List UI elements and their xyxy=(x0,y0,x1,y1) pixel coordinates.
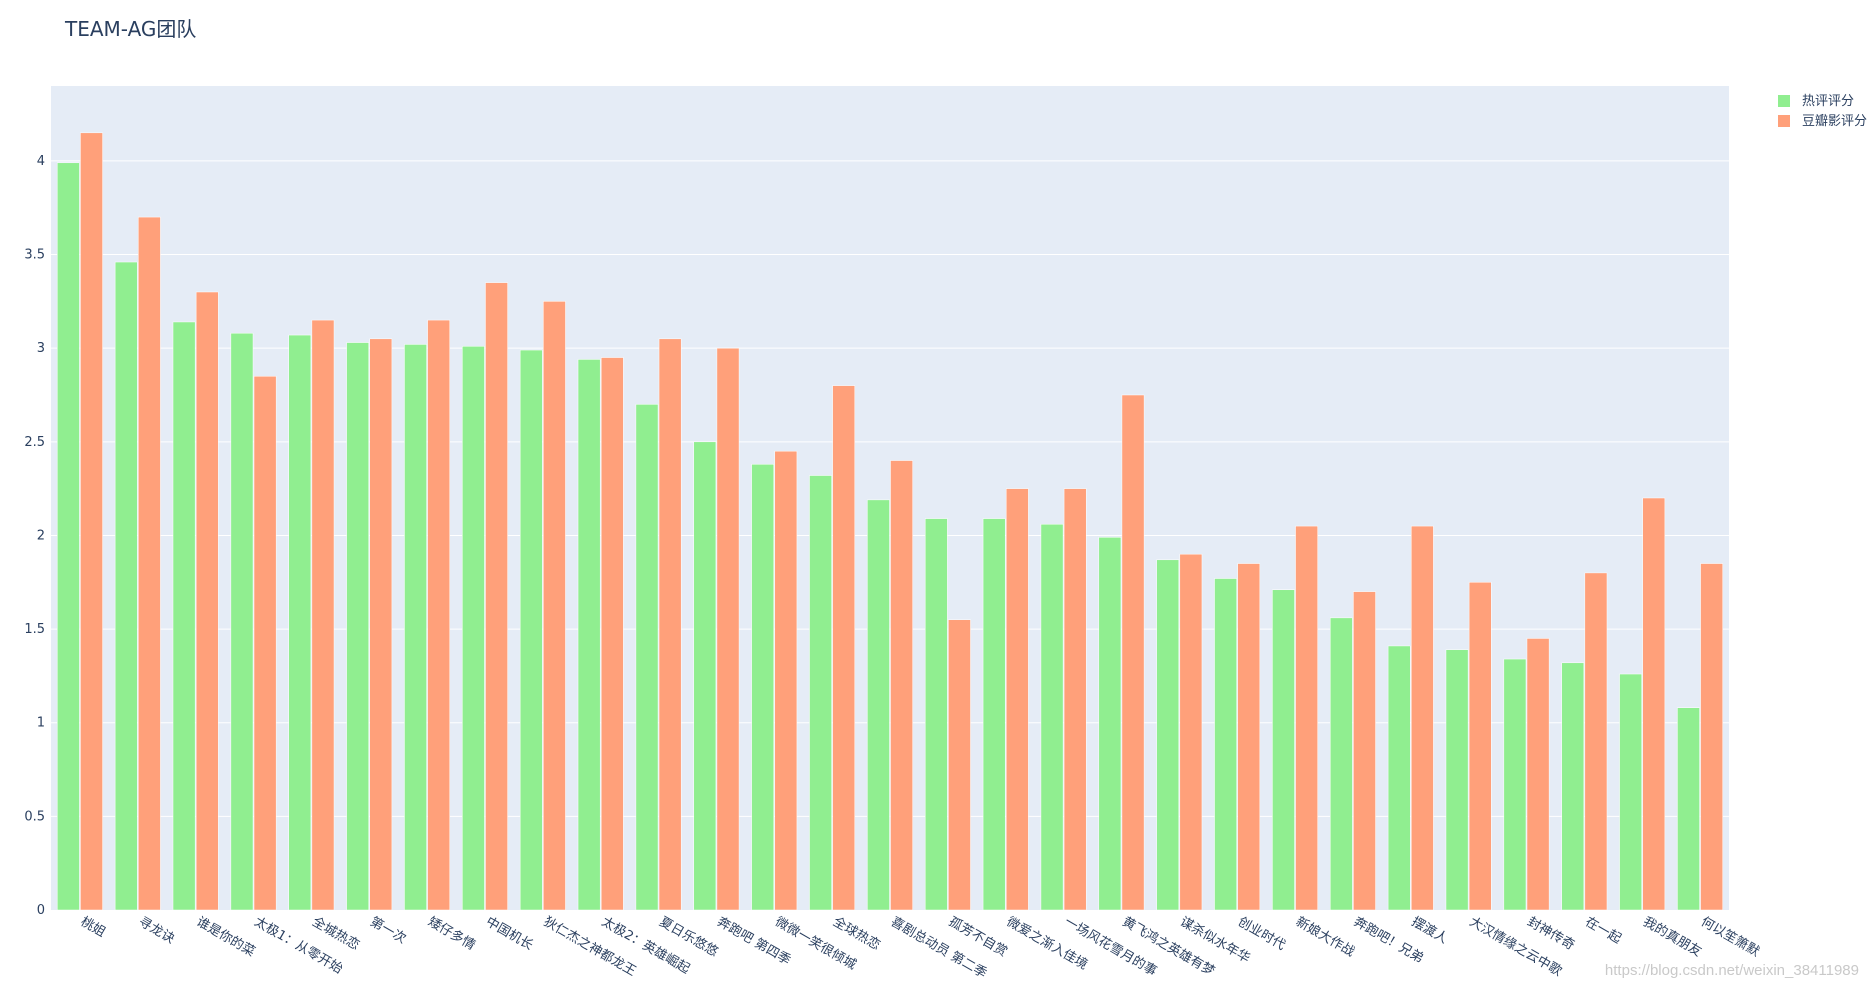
bar-douban xyxy=(427,319,450,911)
x-tick-label: 桃姐 xyxy=(78,914,108,940)
y-tick-label: 3.5 xyxy=(24,248,45,263)
bar-douban xyxy=(1005,488,1029,911)
bar-hot-review xyxy=(577,359,601,911)
y-tick-label: 2 xyxy=(37,528,45,543)
bar-hot-review xyxy=(114,261,138,911)
x-tick-label: 喜剧总动员 第二季 xyxy=(888,914,989,981)
bar-hot-review xyxy=(519,349,543,911)
bar-douban xyxy=(1700,563,1723,911)
bar-douban xyxy=(1468,582,1492,911)
bar-hot-review xyxy=(635,404,659,911)
y-tick-label: 4 xyxy=(37,154,45,169)
bar-douban xyxy=(1411,525,1434,911)
bar-douban xyxy=(716,347,740,911)
x-tick-label: 黄飞鸿之英雄有梦 xyxy=(1119,914,1217,980)
bar-douban xyxy=(890,460,913,911)
bar-hot-review xyxy=(1040,523,1064,911)
bar-douban xyxy=(485,282,508,911)
legend-swatch xyxy=(1778,115,1790,127)
bar-hot-review xyxy=(462,346,485,911)
bar-hot-review xyxy=(1272,589,1295,911)
bar-hot-review xyxy=(693,441,717,911)
bar-douban xyxy=(832,385,856,911)
legend-swatch xyxy=(1778,95,1790,107)
bar-hot-review xyxy=(1330,617,1353,911)
legend-label: 热评评分 xyxy=(1802,94,1854,109)
x-tick-label: 摆渡人 xyxy=(1409,914,1451,947)
y-tick-label: 0 xyxy=(37,903,45,918)
bar-hot-review xyxy=(172,321,196,911)
y-tick-label: 3 xyxy=(37,341,45,356)
x-tick-label: 中国机长 xyxy=(483,914,536,953)
bar-douban xyxy=(1526,638,1550,911)
bar-douban xyxy=(80,132,103,911)
y-tick-label: 1 xyxy=(37,716,45,731)
bar-hot-review xyxy=(1387,645,1411,911)
x-tick-label: 新娘大作战 xyxy=(1293,914,1357,960)
y-tick-label: 0.5 xyxy=(24,809,45,824)
bar-douban xyxy=(1237,563,1261,911)
x-tick-label: 寻龙诀 xyxy=(136,914,177,946)
bar-hot-review xyxy=(1561,662,1585,911)
bar-hot-review xyxy=(1677,707,1700,911)
x-tick-label: 谁是你的菜 xyxy=(194,914,258,960)
bar-hot-review xyxy=(346,342,369,911)
watermark: https://blog.csdn.net/weixin_38411989 xyxy=(1604,962,1859,979)
bar-hot-review xyxy=(57,162,80,911)
bar-douban xyxy=(369,338,393,911)
y-axis-ticks: 0 0.5 1 1.5 2 2.5 3 3.5 4 xyxy=(24,154,45,918)
bar-hot-review xyxy=(982,518,1006,911)
bar-douban xyxy=(774,450,798,911)
bar-douban xyxy=(1063,488,1087,911)
bar-douban xyxy=(600,357,624,911)
legend-item[interactable]: 豆瓣影评分 xyxy=(1778,114,1867,129)
y-tick-label: 1.5 xyxy=(24,622,45,637)
x-tick-label: 我的真朋友 xyxy=(1640,914,1704,960)
bar-hot-review xyxy=(809,475,832,911)
x-tick-label: 何以笙箫默 xyxy=(1698,914,1762,960)
bar-douban xyxy=(138,216,161,911)
bar-douban xyxy=(1295,525,1318,911)
bar-hot-review xyxy=(1214,578,1237,911)
bar-douban xyxy=(543,301,566,911)
legend-label: 豆瓣影评分 xyxy=(1802,114,1867,129)
bar-douban xyxy=(311,319,335,911)
bar-hot-review xyxy=(924,518,948,911)
bar-hot-review xyxy=(288,334,312,911)
chart-title: TEAM-AG团队 xyxy=(64,17,196,41)
x-tick-label: 第一次 xyxy=(367,914,409,947)
bar-douban xyxy=(1353,591,1376,911)
bar-hot-review xyxy=(1503,658,1527,911)
bar-douban xyxy=(1121,394,1145,911)
bar-douban xyxy=(1179,553,1203,911)
x-tick-label: 矮仔多情 xyxy=(425,914,478,954)
bar-hot-review xyxy=(1156,559,1180,911)
x-tick-label: 一场风花雪月的事 xyxy=(1062,914,1160,980)
bar-douban xyxy=(253,376,277,911)
bar-hot-review xyxy=(1445,649,1469,911)
bar-douban xyxy=(658,338,682,911)
bar-hot-review xyxy=(751,464,775,911)
bar-hot-review xyxy=(404,344,427,911)
bar-hot-review xyxy=(230,332,254,911)
bar-douban xyxy=(1584,572,1608,911)
bar-douban xyxy=(948,619,971,911)
bar-hot-review xyxy=(1098,537,1122,911)
legend-item[interactable]: 热评评分 xyxy=(1778,94,1854,109)
bars xyxy=(57,132,1723,911)
bar-douban xyxy=(1642,497,1666,911)
y-tick-label: 2.5 xyxy=(24,435,45,450)
x-tick-label: 在一起 xyxy=(1582,914,1623,946)
bar-hot-review xyxy=(1619,673,1642,911)
bar-douban xyxy=(195,291,219,911)
bar-hot-review xyxy=(867,499,890,911)
